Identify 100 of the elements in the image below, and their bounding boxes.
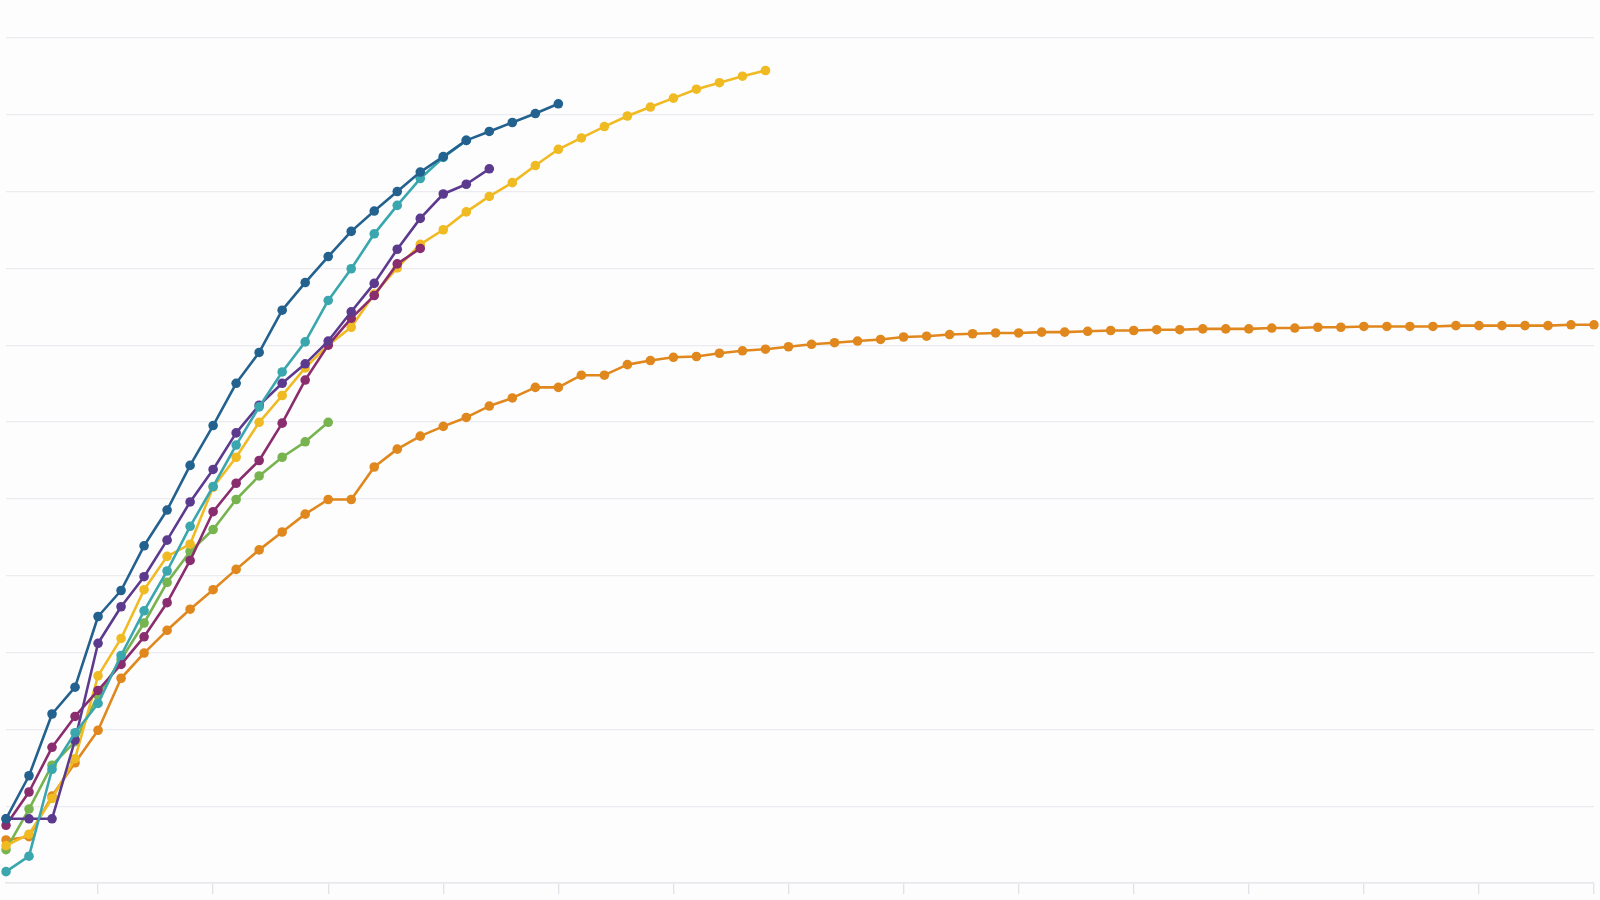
point — [346, 307, 357, 317]
point — [300, 337, 310, 347]
point — [622, 111, 633, 121]
point — [484, 126, 495, 137]
point — [461, 207, 472, 217]
point — [300, 359, 310, 369]
point — [346, 263, 357, 274]
point — [277, 367, 287, 377]
point — [576, 133, 587, 143]
point — [185, 497, 195, 507]
point — [254, 417, 264, 428]
point — [231, 428, 241, 438]
point — [47, 709, 57, 719]
point — [760, 65, 771, 76]
point — [185, 555, 195, 566]
point — [369, 229, 380, 239]
point — [277, 418, 287, 428]
point — [737, 71, 748, 81]
point — [116, 585, 126, 596]
point — [116, 601, 126, 612]
point — [139, 618, 149, 628]
point — [139, 571, 149, 582]
point — [300, 375, 310, 385]
point — [300, 437, 310, 447]
point — [415, 167, 426, 177]
point — [185, 521, 195, 532]
point — [346, 322, 357, 333]
point — [277, 452, 287, 463]
point — [162, 566, 172, 576]
point — [530, 160, 541, 171]
point — [231, 378, 241, 389]
point — [392, 200, 403, 211]
point — [553, 99, 564, 109]
point — [185, 539, 195, 549]
point — [415, 213, 426, 224]
point — [691, 84, 702, 94]
point — [714, 77, 725, 88]
point — [392, 259, 403, 269]
point — [507, 177, 518, 188]
point — [553, 144, 564, 155]
point — [162, 551, 172, 562]
point — [277, 305, 287, 315]
point — [254, 471, 264, 481]
point — [346, 226, 357, 237]
point — [231, 494, 241, 505]
point — [461, 179, 472, 190]
point — [231, 440, 241, 450]
point — [139, 606, 149, 616]
point — [323, 295, 333, 306]
point — [231, 478, 241, 489]
point — [93, 698, 103, 709]
point — [668, 93, 679, 103]
point — [645, 102, 656, 112]
point — [484, 191, 495, 202]
point — [484, 164, 495, 174]
point — [24, 804, 34, 814]
point — [24, 851, 34, 861]
point — [162, 577, 172, 588]
point — [24, 814, 34, 824]
point — [323, 417, 333, 428]
point — [530, 108, 541, 119]
point — [438, 224, 449, 235]
point — [1, 866, 11, 877]
point — [70, 682, 80, 692]
point — [70, 753, 80, 764]
point — [254, 455, 264, 466]
point — [139, 632, 149, 642]
point — [507, 117, 518, 128]
point — [47, 764, 57, 775]
point — [277, 390, 287, 401]
point — [1, 840, 11, 851]
point — [93, 611, 103, 622]
point — [300, 277, 310, 288]
point — [93, 638, 103, 649]
point — [162, 505, 172, 515]
point — [323, 251, 333, 262]
point — [70, 727, 80, 738]
point — [24, 787, 34, 797]
point — [392, 244, 403, 255]
point — [208, 524, 218, 535]
point — [415, 243, 426, 254]
point — [369, 206, 380, 216]
point — [231, 452, 241, 463]
point — [254, 347, 264, 358]
point — [70, 711, 80, 722]
point — [438, 189, 449, 199]
point — [208, 464, 218, 475]
point — [277, 378, 287, 389]
point — [139, 541, 149, 551]
point — [369, 278, 380, 289]
point — [323, 336, 333, 346]
point — [392, 186, 403, 197]
point — [208, 506, 218, 517]
point — [139, 584, 149, 595]
point — [24, 770, 34, 781]
point — [162, 597, 172, 608]
point — [116, 650, 126, 661]
point — [162, 535, 172, 545]
point — [208, 420, 218, 431]
point — [47, 742, 57, 753]
